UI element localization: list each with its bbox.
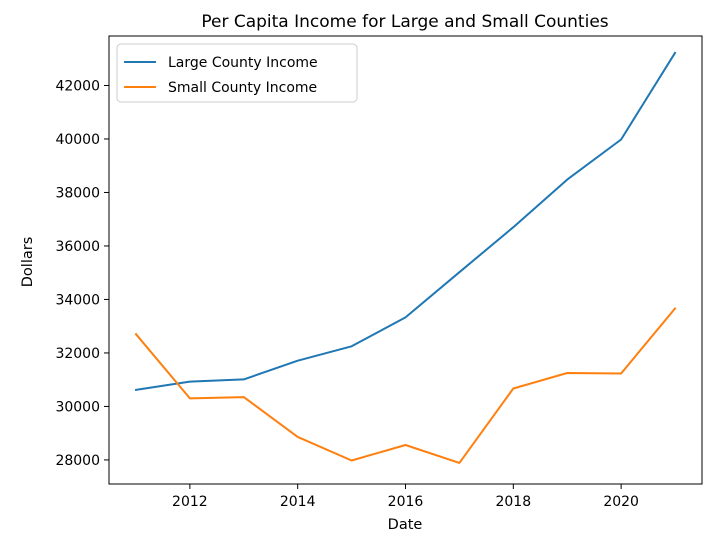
x-tick-label: 2014 bbox=[280, 494, 316, 510]
chart-title: Per Capita Income for Large and Small Co… bbox=[201, 12, 608, 32]
y-tick-label: 36000 bbox=[55, 239, 100, 255]
x-tick-label: 2016 bbox=[388, 494, 424, 510]
legend-box bbox=[116, 43, 358, 103]
x-tick-label: 2012 bbox=[172, 494, 208, 510]
x-axis-label: Date bbox=[388, 517, 423, 533]
x-axis: 2012 2014 2016 2018 2020 bbox=[172, 484, 639, 510]
y-tick-label: 42000 bbox=[55, 78, 100, 94]
y-tick-label: 40000 bbox=[55, 132, 100, 148]
legend-label-large-county: Large County Income bbox=[168, 55, 318, 71]
x-tick-label: 2020 bbox=[603, 494, 639, 510]
y-tick-label: 28000 bbox=[55, 453, 100, 469]
series-lines bbox=[134, 51, 677, 464]
y-tick-label: 38000 bbox=[55, 185, 100, 201]
y-axis-label: Dollars bbox=[20, 237, 36, 288]
y-axis: 28000 30000 32000 34000 36000 38000 40000 42000 bbox=[55, 78, 109, 469]
y-tick-label: 32000 bbox=[55, 346, 100, 362]
legend: Large County Income Small County Income bbox=[116, 43, 358, 103]
series-line-large-county bbox=[134, 51, 677, 392]
series-line-small-county bbox=[134, 307, 677, 464]
x-tick-label: 2018 bbox=[495, 494, 531, 510]
plot-area bbox=[108, 35, 703, 485]
legend-label-small-county: Small County Income bbox=[168, 80, 317, 96]
plot-frame bbox=[108, 35, 703, 485]
y-tick-label: 30000 bbox=[55, 399, 100, 415]
y-tick-label: 34000 bbox=[55, 292, 100, 308]
